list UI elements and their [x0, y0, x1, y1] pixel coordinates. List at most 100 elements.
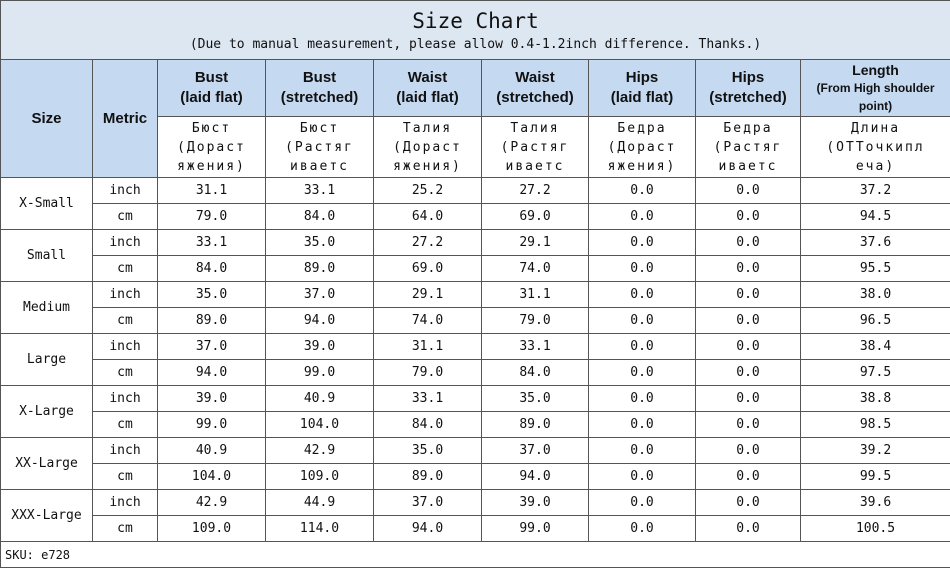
value-cell: 94.0	[157, 359, 266, 386]
value-cell: 89.0	[373, 463, 482, 490]
value-cell: 0.0	[695, 177, 801, 204]
russian-line: Длина	[850, 120, 901, 136]
russian-line: Талия	[402, 120, 453, 136]
value-cell: 0.0	[695, 255, 801, 282]
value-cell: 97.5	[799, 359, 950, 386]
russian-cell: Талия (Дораст яжения)	[373, 116, 482, 178]
value-cell: 0.0	[588, 333, 696, 360]
value-cell: 33.1	[265, 177, 374, 204]
data-row: Small inch 33.1 35.0 27.2 29.1 0.0 0.0 37.6	[0, 229, 950, 282]
value-cell: 37.0	[265, 281, 374, 308]
russian-cell: Длина (ОТТочкипл еча)	[799, 116, 950, 178]
value-cell: 27.2	[373, 229, 482, 256]
value-cell: 84.0	[373, 411, 482, 438]
value-cell: 0.0	[695, 515, 801, 542]
value-cell: 109.0	[265, 463, 374, 490]
header-cell: Hips (stretched)	[695, 59, 801, 117]
size-cell: Medium	[0, 281, 93, 334]
metric-cell: inch	[92, 437, 158, 464]
value-cell: 42.9	[265, 437, 374, 464]
header-cell: Hips (laid flat)	[588, 59, 696, 117]
value-cell: 35.0	[265, 229, 374, 256]
data-row: cm 89.0 94.0 74.0 79.0 0.0 0.0 96.5	[1, 307, 950, 334]
russian-cell: Бюст (Дораст яжения)	[157, 116, 266, 178]
metric-cell: inch	[92, 281, 158, 308]
size-cell: Small	[0, 229, 93, 282]
value-cell: 0.0	[588, 203, 696, 230]
title: Size Chart	[412, 8, 539, 33]
value-cell: 95.5	[799, 255, 950, 282]
value-cell: 74.0	[481, 255, 589, 282]
title-cell: Size Chart (Due to manual measurement, p…	[0, 0, 950, 60]
header-cell: Bust (laid flat)	[157, 59, 266, 117]
russian-line: Талия	[510, 120, 560, 136]
metric-cell: inch	[92, 177, 158, 204]
russian-cell: Бедра (Дораст яжения)	[588, 116, 696, 178]
metric-cell: cm	[92, 411, 158, 438]
russian-row: Бюст (Дораст яжения) Бюст (Растяг иваетс Талия…	[1, 116, 950, 178]
value-cell: 0.0	[588, 307, 696, 334]
value-cell: 35.0	[157, 281, 266, 308]
metric-cell: inch	[92, 229, 158, 256]
data-row: XXX-Large inch 42.9 44.9 37.0 39.0 0.0 0.0 39.6	[0, 489, 950, 542]
russian-line: яжения)	[393, 158, 462, 174]
value-cell: 42.9	[157, 489, 266, 516]
russian-line: (ОТТочкипл	[826, 139, 925, 155]
russian-line: Бедра	[617, 120, 667, 136]
value-cell: 0.0	[588, 281, 696, 308]
header-name: Bust	[302, 69, 337, 86]
metric-cell: cm	[92, 307, 158, 334]
value-cell: 0.0	[695, 411, 801, 438]
header-name: Waist	[515, 69, 555, 86]
data-row: X-Small inch 31.1 33.1 25.2 27.2 0.0 0.0 37.2	[0, 177, 950, 230]
value-cell: 0.0	[695, 359, 801, 386]
value-cell: 29.1	[373, 281, 482, 308]
value-cell: 39.0	[157, 385, 266, 412]
size-cell: Large	[0, 333, 93, 386]
header-note: (laid flat)	[610, 89, 674, 106]
value-cell: 38.0	[799, 281, 950, 308]
value-cell: 0.0	[695, 281, 801, 308]
header-cell: Size	[0, 59, 93, 178]
value-cell: 37.0	[373, 489, 482, 516]
value-cell: 0.0	[588, 385, 696, 412]
header-note: (stretched)	[280, 89, 359, 106]
header-note: (laid flat)	[180, 89, 243, 106]
russian-line: иваетс	[505, 158, 565, 174]
russian-line: еча)	[855, 158, 896, 174]
russian-line: иваетс	[718, 158, 778, 174]
header-name: Waist	[407, 69, 448, 86]
value-cell: 33.1	[157, 229, 266, 256]
value-cell: 84.0	[157, 255, 266, 282]
header-name: Hips	[731, 69, 765, 86]
size-cell: X-Small	[0, 177, 93, 230]
metric-cell: cm	[92, 463, 158, 490]
value-cell: 0.0	[695, 437, 801, 464]
header-note: (From High shoulder point)	[816, 81, 935, 113]
value-cell: 40.9	[265, 385, 374, 412]
russian-line: (Растяг	[500, 139, 570, 155]
value-cell: 69.0	[481, 203, 589, 230]
value-cell: 0.0	[695, 203, 801, 230]
value-cell: 98.5	[799, 411, 950, 438]
value-cell: 69.0	[373, 255, 482, 282]
russian-cell: Бедра (Растяг иваетс	[695, 116, 801, 178]
value-cell: 94.0	[265, 307, 374, 334]
value-cell: 0.0	[695, 229, 801, 256]
metric-cell: inch	[92, 333, 158, 360]
metric-cell: cm	[92, 359, 158, 386]
value-cell: 94.0	[481, 463, 589, 490]
russian-line: (Дораст	[607, 139, 677, 155]
value-cell: 99.0	[157, 411, 266, 438]
size-cell: X-Large	[0, 385, 93, 438]
value-cell: 0.0	[588, 463, 696, 490]
value-cell: 40.9	[157, 437, 266, 464]
value-cell: 31.1	[157, 177, 266, 204]
value-cell: 37.0	[157, 333, 266, 360]
value-cell: 0.0	[588, 177, 696, 204]
value-cell: 31.1	[373, 333, 482, 360]
value-cell: 39.0	[481, 489, 589, 516]
